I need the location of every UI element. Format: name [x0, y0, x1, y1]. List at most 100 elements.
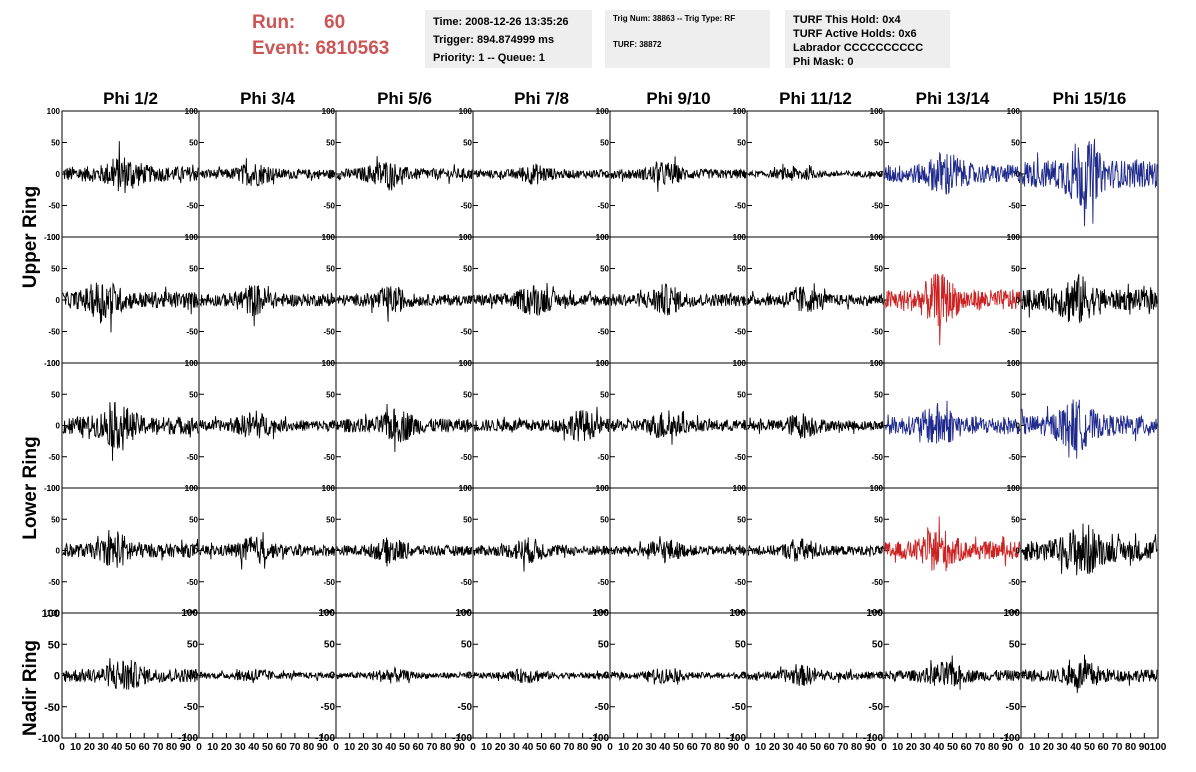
y-tick-label: 0 — [742, 422, 747, 431]
waveform-trace — [610, 156, 747, 192]
y-tick-label: -100 — [38, 733, 60, 745]
phi-label: Phi 11/12 — [779, 89, 852, 108]
x-tick-label: 10 — [892, 742, 904, 753]
waveform-trace — [199, 668, 335, 684]
y-tick-label: 0 — [194, 296, 199, 305]
x-tick-label: 30 — [509, 742, 521, 753]
y-tick-label: 100 — [47, 233, 61, 242]
y-tick-label: 50 — [600, 390, 609, 399]
y-tick-label: 100 — [733, 484, 747, 493]
y-tick-label: 50 — [874, 265, 883, 274]
y-tick-label: -100 — [44, 609, 61, 618]
x-tick-label: 60 — [550, 742, 562, 753]
y-tick-label: 100 — [1003, 608, 1020, 619]
y-tick-label: 50 — [737, 265, 746, 274]
x-tick-label: 90 — [1002, 742, 1014, 753]
y-tick-label: 0 — [1014, 671, 1020, 682]
y-tick-label: 50 — [51, 515, 60, 524]
y-tick-label: 50 — [874, 515, 883, 524]
waveform-trace — [199, 410, 336, 440]
x-tick-label: 40 — [659, 742, 671, 753]
x-tick-label: 10 — [344, 742, 356, 753]
ring-label: Nadir Ring — [20, 640, 41, 736]
x-tick-label: 10 — [481, 742, 493, 753]
y-tick-label: 0 — [603, 671, 609, 682]
y-tick-label: 100 — [729, 608, 746, 619]
x-tick-label: 10 — [755, 742, 767, 753]
waveform-trace — [473, 163, 610, 185]
x-tick-label: 80 — [1125, 742, 1137, 753]
y-tick-label: -50 — [184, 702, 199, 713]
phi-label: Phi 5/6 — [377, 89, 432, 108]
y-tick-label: -100 — [44, 233, 61, 242]
waveform-trace — [336, 665, 473, 684]
y-tick-label: -50 — [460, 578, 472, 587]
y-tick-label: 100 — [185, 107, 199, 116]
y-tick-label: -50 — [871, 578, 883, 587]
y-tick-label: -50 — [458, 702, 473, 713]
y-tick-label: 100 — [1007, 233, 1021, 242]
y-tick-label: 0 — [194, 170, 199, 179]
y-tick-label: 50 — [51, 390, 60, 399]
y-tick-label: 100 — [455, 608, 472, 619]
y-tick-label: -50 — [323, 578, 335, 587]
y-tick-label: 50 — [737, 515, 746, 524]
y-tick-label: 50 — [1011, 139, 1020, 148]
x-tick-label: 90 — [454, 742, 466, 753]
waveform-trace — [336, 156, 473, 191]
phi-label: Phi 13/14 — [916, 89, 990, 108]
y-tick-label: 0 — [194, 547, 199, 556]
y-tick-label: 100 — [596, 233, 610, 242]
y-tick-label: 0 — [54, 671, 60, 683]
run-label: Run: — [252, 12, 296, 33]
waveform-trace — [610, 536, 747, 564]
y-tick-label: 50 — [326, 265, 335, 274]
x-tick-label: 50 — [947, 742, 959, 753]
x-tick-label: 50 — [810, 742, 822, 753]
y-tick-label: -50 — [1008, 202, 1020, 211]
y-tick-label: 0 — [742, 547, 747, 556]
y-tick-label: 50 — [48, 639, 60, 651]
y-tick-label: -50 — [323, 202, 335, 211]
y-tick-label: 50 — [51, 139, 60, 148]
y-tick-label: -100 — [44, 484, 61, 493]
y-tick-label: 100 — [47, 484, 61, 493]
y-tick-label: 50 — [872, 639, 884, 650]
x-tick-label: 70 — [1111, 742, 1123, 753]
y-tick-label: 100 — [459, 484, 473, 493]
y-tick-label: 100 — [322, 359, 336, 368]
x-tick-label: 60 — [276, 742, 288, 753]
x-tick-label: 0 — [1018, 742, 1024, 753]
y-tick-label: 50 — [51, 265, 60, 274]
y-tick-label: 100 — [870, 233, 884, 242]
y-tick-label: 0 — [605, 422, 610, 431]
phi-mask-text: Phi Mask: 0 — [793, 56, 854, 68]
y-tick-label: -50 — [44, 702, 60, 714]
waveform-trace — [884, 516, 1021, 572]
waveform-trace — [336, 537, 473, 567]
y-tick-label: 100 — [733, 233, 747, 242]
labrador-text: Labrador CCCCCCCCCC — [793, 42, 924, 54]
x-tick-label: 0 — [744, 742, 750, 753]
y-tick-label: -50 — [48, 578, 60, 587]
waveform-trace — [62, 401, 199, 461]
waveform-trace — [1021, 654, 1158, 693]
x-tick-label: 40 — [111, 742, 123, 753]
y-tick-label: 50 — [598, 639, 610, 650]
y-tick-label: 100 — [47, 359, 61, 368]
y-tick-label: 0 — [194, 422, 199, 431]
x-tick-label: 90 — [180, 742, 192, 753]
x-tick-label: 60 — [824, 742, 836, 753]
x-tick-label: 0 — [196, 742, 202, 753]
x-tick-label: 20 — [358, 742, 370, 753]
waveform-trace — [473, 406, 610, 442]
y-tick-label: 50 — [463, 390, 472, 399]
y-tick-label: 0 — [879, 547, 884, 556]
event-label: Event: — [252, 38, 311, 59]
waveform-trace — [747, 283, 884, 312]
x-tick-label: 30 — [235, 742, 247, 753]
y-tick-label: 50 — [463, 265, 472, 274]
x-tick-label: 20 — [769, 742, 781, 753]
trigger-text: Trigger: 894.874999 ms — [433, 34, 555, 46]
x-tick-label: 40 — [522, 742, 534, 753]
